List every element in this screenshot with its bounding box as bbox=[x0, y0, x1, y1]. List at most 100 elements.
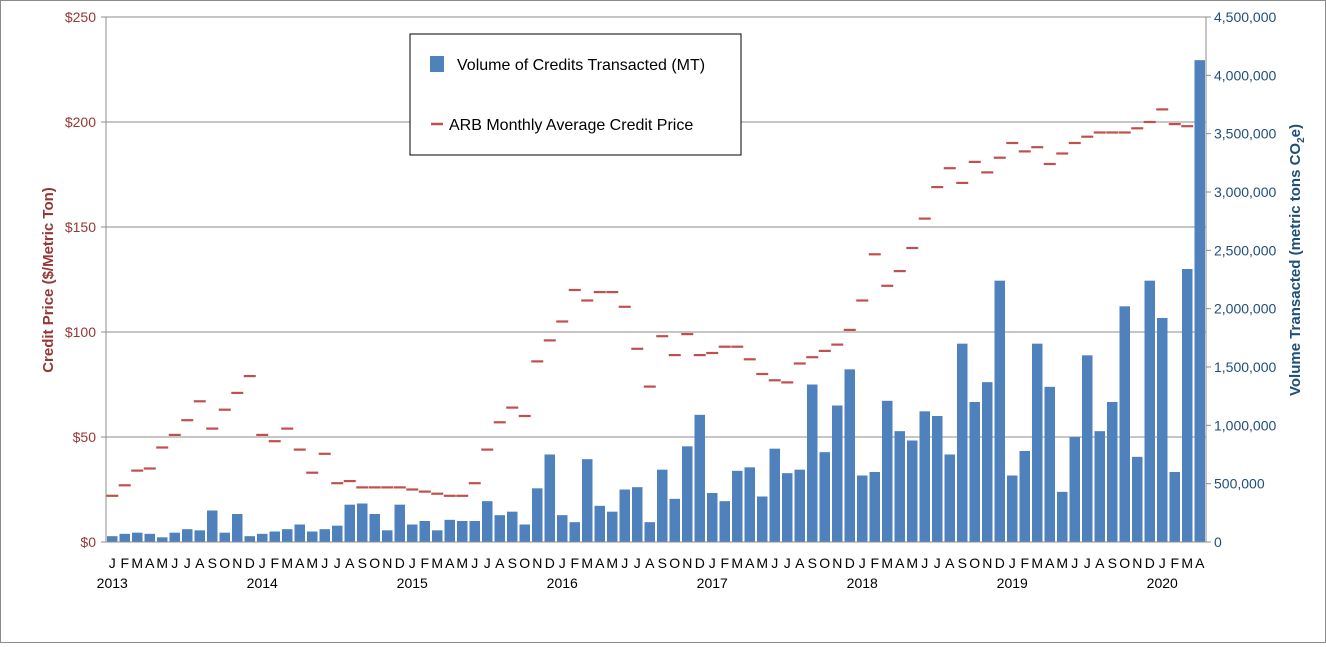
volume-bar bbox=[469, 521, 480, 542]
legend-box bbox=[409, 33, 742, 156]
month-label: N bbox=[532, 555, 542, 571]
legend-bar-label: Volume of Credits Transacted (MT) bbox=[457, 57, 705, 74]
month-label: A bbox=[595, 555, 605, 571]
month-label: D bbox=[545, 555, 555, 571]
gridlines bbox=[106, 16, 1206, 438]
month-label: A bbox=[445, 555, 455, 571]
year-label: 2020 bbox=[1147, 575, 1178, 591]
month-label: S bbox=[808, 555, 817, 571]
month-label: A bbox=[895, 555, 905, 571]
volume-bar bbox=[432, 530, 443, 542]
right-tick-label: 1,000,000 bbox=[1214, 417, 1276, 433]
month-label: M bbox=[1181, 555, 1193, 571]
month-label: N bbox=[832, 555, 842, 571]
volume-bar bbox=[782, 473, 793, 542]
volume-bar bbox=[657, 469, 668, 542]
volume-bar bbox=[344, 504, 355, 542]
month-label: O bbox=[819, 555, 830, 571]
volume-bar bbox=[482, 501, 493, 542]
month-label: M bbox=[156, 555, 168, 571]
month-label: J bbox=[484, 555, 491, 571]
month-label: N bbox=[1132, 555, 1142, 571]
month-label: A bbox=[295, 555, 305, 571]
month-label: N bbox=[382, 555, 392, 571]
month-label: S bbox=[658, 555, 667, 571]
month-label: O bbox=[669, 555, 680, 571]
volume-bar bbox=[994, 280, 1005, 542]
volume-bar bbox=[1032, 343, 1043, 542]
volume-bar bbox=[844, 369, 855, 542]
volume-bar bbox=[282, 529, 293, 542]
volume-bar bbox=[1107, 402, 1118, 542]
month-label: J bbox=[771, 555, 778, 571]
volume-bar bbox=[819, 452, 830, 542]
volume-bar bbox=[107, 536, 118, 542]
month-label: D bbox=[995, 555, 1005, 571]
left-tick-label: $0 bbox=[80, 534, 96, 550]
month-label: J bbox=[334, 555, 341, 571]
volume-bar bbox=[982, 382, 993, 542]
month-label: F bbox=[720, 555, 729, 571]
month-label: J bbox=[1071, 555, 1078, 571]
month-label: J bbox=[1084, 555, 1091, 571]
volume-bar bbox=[269, 531, 280, 542]
volume-bar bbox=[307, 531, 318, 542]
month-label: M bbox=[606, 555, 618, 571]
volume-bar bbox=[582, 459, 593, 542]
volume-bar bbox=[457, 521, 468, 542]
volume-bar bbox=[744, 467, 755, 542]
volume-bar bbox=[707, 493, 718, 542]
volume-bar bbox=[1169, 472, 1180, 542]
month-label: F bbox=[870, 555, 879, 571]
month-label: A bbox=[345, 555, 355, 571]
month-label: A bbox=[795, 555, 805, 571]
volume-bar bbox=[494, 515, 505, 542]
month-label: A bbox=[495, 555, 505, 571]
volume-bar bbox=[1119, 306, 1130, 542]
month-label: M bbox=[906, 555, 918, 571]
month-label: A bbox=[1095, 555, 1105, 571]
right-axis-title-end: e) bbox=[1287, 124, 1304, 137]
volume-bar bbox=[682, 446, 693, 542]
month-label: A bbox=[945, 555, 955, 571]
month-label: D bbox=[395, 555, 405, 571]
volume-bar bbox=[1057, 491, 1068, 542]
volume-bar bbox=[294, 524, 305, 542]
volume-bar bbox=[407, 524, 418, 542]
left-tick-label: $250 bbox=[65, 9, 96, 25]
month-label: O bbox=[1119, 555, 1130, 571]
month-label: J bbox=[409, 555, 416, 571]
year-label: 2019 bbox=[997, 575, 1028, 591]
month-label: S bbox=[508, 555, 517, 571]
month-label: A bbox=[745, 555, 755, 571]
right-tick-label: 1,500,000 bbox=[1214, 359, 1276, 375]
volume-bar bbox=[444, 519, 455, 542]
month-label: M bbox=[756, 555, 768, 571]
month-label: J bbox=[471, 555, 478, 571]
left-axis-title: Credit Price ($/Metric Ton) bbox=[40, 187, 57, 373]
year-label: 2016 bbox=[547, 575, 578, 591]
month-label: S bbox=[1108, 555, 1117, 571]
volume-bar bbox=[644, 522, 655, 542]
month-label: J bbox=[784, 555, 791, 571]
volume-bar bbox=[169, 532, 180, 542]
month-label: M bbox=[131, 555, 143, 571]
volume-bar bbox=[594, 505, 605, 542]
right-tick-label: 2,000,000 bbox=[1214, 301, 1276, 317]
volume-bar bbox=[1194, 60, 1205, 543]
right-tick-label: 4,500,000 bbox=[1214, 9, 1276, 25]
volume-bar bbox=[1157, 318, 1168, 542]
month-label: S bbox=[208, 555, 217, 571]
month-label: A bbox=[645, 555, 655, 571]
month-label: D bbox=[245, 555, 255, 571]
volume-bar bbox=[907, 440, 918, 542]
month-label: S bbox=[958, 555, 967, 571]
volume-bar bbox=[694, 414, 705, 542]
volume-bar bbox=[669, 498, 680, 542]
volume-bar bbox=[794, 469, 805, 542]
month-label: N bbox=[982, 555, 992, 571]
volume-bar bbox=[357, 503, 368, 542]
month-label: A bbox=[1045, 555, 1055, 571]
